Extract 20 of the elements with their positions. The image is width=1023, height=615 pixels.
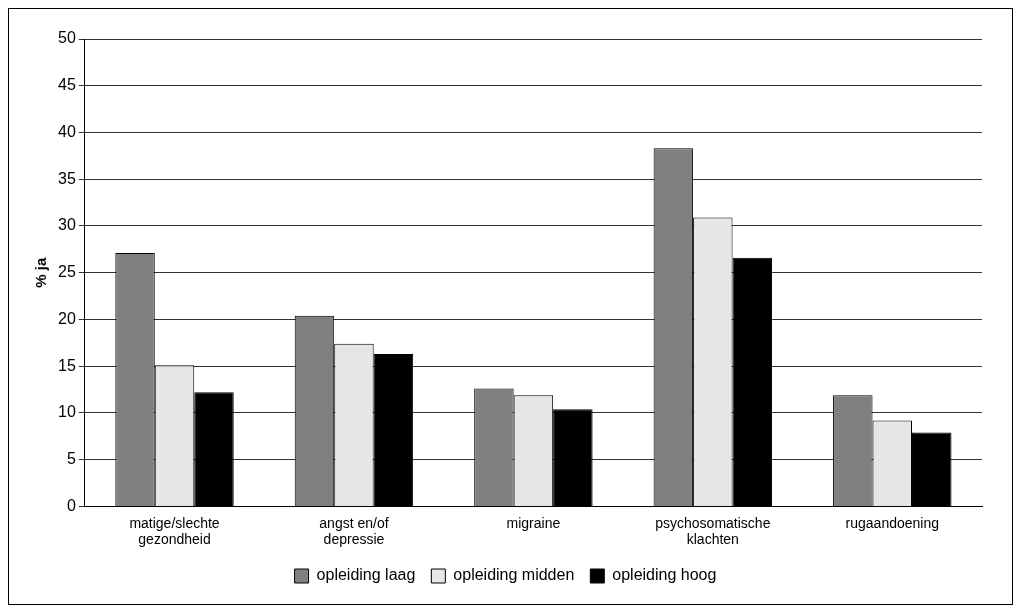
y-axis-title: % ja bbox=[32, 257, 50, 288]
legend-label: opleiding hoog bbox=[612, 566, 717, 584]
x-tick-label: matige/slechte gezondheid bbox=[129, 514, 220, 548]
y-tick-label: 30 bbox=[58, 216, 76, 234]
y-tick-label: 35 bbox=[58, 169, 76, 187]
y-tick-label: 5 bbox=[66, 450, 76, 468]
x-tick-label: rugaandoening bbox=[845, 514, 939, 531]
x-tick-label: psychosomatische klachten bbox=[655, 514, 771, 548]
y-tick-label: 45 bbox=[58, 76, 76, 94]
y-tick-label: 15 bbox=[58, 356, 76, 374]
y-tick-label: 10 bbox=[58, 403, 76, 421]
y-tick-label: 50 bbox=[58, 29, 76, 47]
y-tick-label: 0 bbox=[66, 496, 76, 514]
legend-label: opleiding midden bbox=[453, 566, 575, 584]
x-tick-label: migraine bbox=[506, 514, 561, 531]
y-tick-label: 20 bbox=[58, 309, 76, 327]
y-tick-label: 25 bbox=[58, 263, 76, 281]
y-tick-label: 40 bbox=[58, 122, 76, 140]
legend-label: opleiding laag bbox=[316, 566, 416, 584]
x-tick-label: angst en/of depressie bbox=[319, 514, 389, 548]
